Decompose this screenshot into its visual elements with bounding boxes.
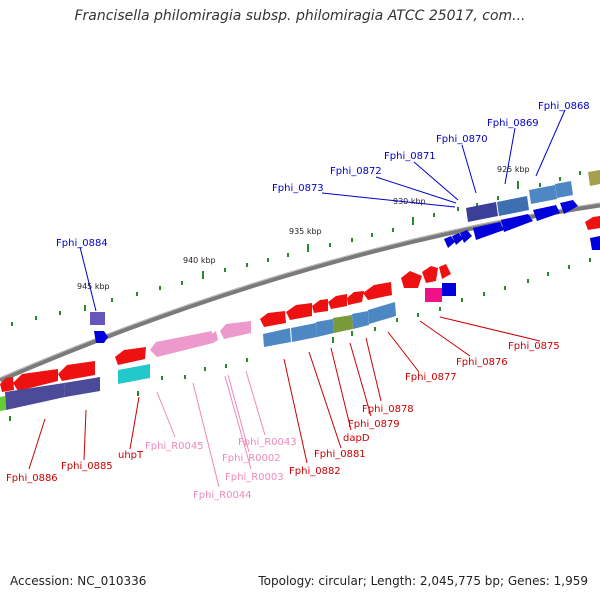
label-fphi-0876[interactable]: Fphi_0876 — [456, 357, 508, 368]
scale-label-940: 940 kbp — [183, 256, 216, 265]
label-uhpt[interactable]: uhpT — [118, 450, 144, 461]
rna-arrow-1[interactable] — [150, 331, 213, 357]
gene-arrow-rev-11[interactable] — [58, 361, 95, 381]
map-title: Francisella philomiragia subsp. philomir… — [74, 8, 526, 24]
label-fphi-0875[interactable]: Fphi_0875 — [508, 341, 560, 352]
scale-label-935: 935 kbp — [289, 227, 322, 236]
gene-arrow-fwd-7[interactable] — [560, 200, 578, 214]
gene-arrow-rev-14[interactable] — [585, 216, 600, 230]
gene-arrow-fphi-0884[interactable] — [94, 331, 108, 343]
gene-box-fphi-0875[interactable] — [442, 283, 456, 296]
gene-arrow-rev-5[interactable] — [347, 291, 364, 305]
reverse-strand-genes[interactable] — [0, 216, 600, 392]
label-dapd[interactable]: dapD — [343, 433, 370, 444]
label-fphi-0879[interactable]: Fphi_0879 — [348, 419, 400, 430]
gene-box-inner-9[interactable] — [64, 377, 100, 397]
label-fphi-0868[interactable]: Fphi_0868 — [538, 101, 590, 112]
gene-labels: Fphi_0868 Fphi_0869 Fphi_0870 Fphi_0871 … — [6, 101, 590, 501]
gene-box-inner-2[interactable] — [291, 323, 317, 342]
label-fphi-0886[interactable]: Fphi_0886 — [6, 473, 58, 484]
gene-box-inner-7[interactable] — [118, 364, 150, 384]
gene-arrow-fwd-8[interactable] — [590, 236, 600, 250]
gene-arrow-rev-7[interactable] — [312, 299, 328, 313]
gene-box-inner-3[interactable] — [316, 319, 334, 337]
gene-arrow-rev-4[interactable] — [363, 282, 392, 300]
label-fphi-0882[interactable]: Fphi_0882 — [289, 466, 341, 477]
inner-track-genes[interactable] — [0, 302, 396, 411]
gene-arrow-fwd-3[interactable] — [460, 230, 472, 243]
label-fphi-r0002[interactable]: Fphi_R0002 — [222, 453, 281, 464]
label-fphi-r0043[interactable]: Fphi_R0043 — [238, 437, 297, 448]
label-fphi-0873[interactable]: Fphi_0873 — [272, 183, 324, 194]
label-fphi-0878[interactable]: Fphi_0878 — [362, 404, 414, 415]
gene-box-inner-1[interactable] — [263, 328, 291, 347]
gene-box-fphi-0884[interactable] — [90, 312, 105, 325]
rna-arrow-3[interactable] — [212, 331, 218, 343]
scale-ticks — [9, 171, 591, 421]
label-fphi-r0045[interactable]: Fphi_R0045 — [145, 441, 204, 452]
scale-label-925: 925 kbp — [497, 165, 530, 174]
forward-strand-genes[interactable] — [90, 170, 600, 343]
gene-arrow-rev-3[interactable] — [439, 264, 451, 279]
gene-arrow-fphi-0869[interactable] — [555, 181, 573, 198]
gene-arrow-fwd-5[interactable] — [501, 214, 533, 232]
label-fphi-0871[interactable]: Fphi_0871 — [384, 151, 436, 162]
gene-arrow-fwd-1[interactable] — [444, 236, 455, 248]
genome-summary-text: Topology: circular; Length: 2,045,775 bp… — [258, 574, 588, 588]
gene-box-inner-8[interactable] — [5, 383, 65, 410]
gene-box-inner-6[interactable] — [368, 302, 396, 324]
gene-box-inner-4[interactable] — [333, 315, 353, 333]
gene-arrow-rev-6[interactable] — [328, 294, 347, 309]
gene-arrow-rev-2[interactable] — [422, 266, 438, 283]
label-fphi-0885[interactable]: Fphi_0885 — [61, 461, 113, 472]
label-fphi-r0003[interactable]: Fphi_R0003 — [225, 472, 284, 483]
gene-arrow-fphi-0870[interactable] — [529, 185, 557, 204]
gene-arrow-rev-10[interactable] — [115, 347, 146, 365]
gene-arrow-fphi-0873[interactable] — [466, 202, 498, 222]
label-fphi-0877[interactable]: Fphi_0877 — [405, 372, 457, 383]
scale-label-930: 930 kbp — [393, 197, 426, 206]
label-fphi-0884[interactable]: Fphi_0884 — [56, 238, 108, 249]
label-leader-lines — [28, 109, 566, 488]
label-fphi-0870[interactable]: Fphi_0870 — [436, 134, 488, 145]
gene-box-inner-5[interactable] — [352, 311, 369, 329]
gene-arrow-fwd-4[interactable] — [473, 222, 504, 240]
gene-arrow-rev-12[interactable] — [13, 369, 58, 391]
accession-text: Accession: NC_010336 — [10, 574, 147, 588]
label-fphi-0872[interactable]: Fphi_0872 — [330, 166, 382, 177]
label-fphi-0869[interactable]: Fphi_0869 — [487, 118, 539, 129]
gene-arrow-rev-9[interactable] — [260, 311, 286, 327]
gene-arrow-fwd-2[interactable] — [452, 233, 463, 245]
gene-arrow-fphi-0868[interactable] — [588, 170, 600, 186]
label-fphi-0881[interactable]: Fphi_0881 — [314, 449, 366, 460]
gene-arrow-rev-13[interactable] — [0, 377, 14, 392]
label-fphi-r0044[interactable]: Fphi_R0044 — [193, 490, 252, 501]
rna-arrow-2[interactable] — [220, 321, 251, 339]
gene-box-inner-10[interactable] — [0, 396, 6, 411]
gene-arrow-fphi-0872[interactable] — [497, 196, 529, 216]
gene-box-fphi-0876[interactable] — [425, 288, 442, 302]
gene-arrow-fwd-6[interactable] — [533, 205, 560, 221]
gene-arrow-rev-1[interactable] — [401, 271, 422, 288]
rna-genes[interactable] — [150, 321, 251, 357]
scale-label-945: 945 kbp — [77, 282, 110, 291]
gene-arrow-rev-8[interactable] — [286, 303, 312, 320]
